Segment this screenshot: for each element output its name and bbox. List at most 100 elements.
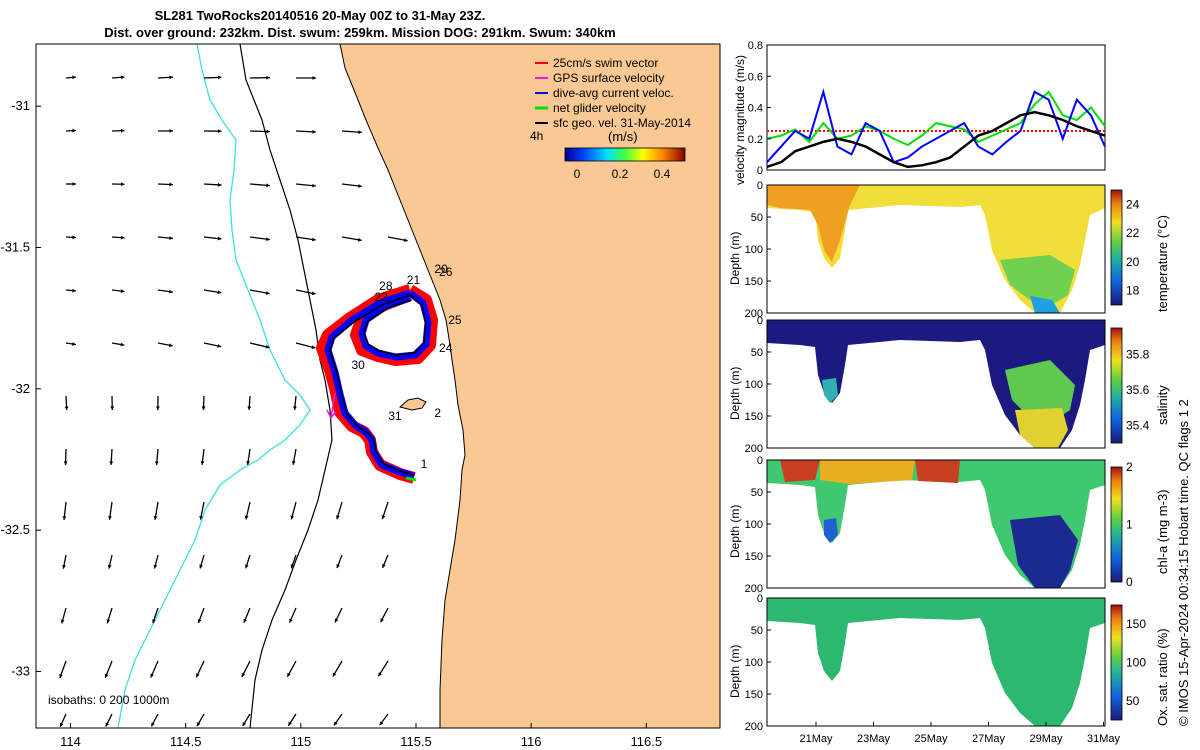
velocity-arrow-head xyxy=(334,618,339,623)
velocity-arrow-head xyxy=(62,516,67,520)
map-legend: 25cm/s swim vector GPS surface velocity … xyxy=(530,56,691,181)
velocity-arrow-head xyxy=(242,721,247,726)
velocity-arrow-head xyxy=(154,461,159,465)
depth-tick-label: 50 xyxy=(751,347,763,359)
legend-label: 25cm/s swim vector xyxy=(553,56,658,70)
velocity-arrow-head xyxy=(265,344,270,349)
section-depth-ylabel: Depth (m) xyxy=(728,644,742,698)
velocity-series-line xyxy=(766,90,1106,147)
velocity-arrow-head xyxy=(150,673,154,678)
colorbar-tick-label: 24 xyxy=(1126,197,1140,211)
velocity-arrow-head xyxy=(105,722,110,727)
temperature-deep-blue xyxy=(1030,296,1060,313)
date-tick-label: 25May xyxy=(914,733,948,745)
velocity-arrow-head xyxy=(358,130,362,135)
map-y-tick-label: -31 xyxy=(11,98,30,113)
velocity-arrow-head xyxy=(72,288,76,293)
velocity-arrow-head xyxy=(152,619,156,624)
colorbar-tick-label: 150 xyxy=(1126,617,1146,631)
map-y-tick-label: -31.5 xyxy=(0,240,30,255)
velocity-arrow-head xyxy=(63,461,68,465)
colorbar-tick-label: 50 xyxy=(1126,694,1140,708)
velocity-y-tick-label: 0.2 xyxy=(748,134,763,146)
oxygen-colorbar-label: Ox. sat. ratio (%) xyxy=(1155,628,1170,726)
velocity-arrow-head xyxy=(169,236,173,240)
velocity-arrow-head xyxy=(59,673,63,678)
day-label: 20 xyxy=(434,262,448,276)
depth-tick-label: 200 xyxy=(745,583,763,595)
rottnest-island xyxy=(398,397,427,411)
velocity-y-ticks: 0 0.2 0.4 0.6 0.8 xyxy=(748,40,771,177)
depth-tick-label: 50 xyxy=(751,212,763,224)
velocity-arrow-head xyxy=(120,235,125,240)
velocity-arrow-head xyxy=(197,722,201,727)
day-label: 22 xyxy=(375,290,389,304)
velocity-arrow-head xyxy=(197,619,202,623)
velocity-arrow-head xyxy=(199,564,203,569)
chlorophyll-section-panel xyxy=(766,459,1123,589)
velocity-arrow-head xyxy=(241,673,246,678)
velocity-arrow-head xyxy=(289,618,293,623)
day-label: 31 xyxy=(388,409,402,423)
temperature-colorbar-label: temperature (°C) xyxy=(1155,215,1170,312)
velocity-arrow-head xyxy=(382,563,386,568)
velocity-arrow-head xyxy=(64,406,69,410)
velocity-arrow-head xyxy=(332,672,337,677)
velocity-arrow-head xyxy=(311,345,316,349)
depth-tick-label: 0 xyxy=(757,315,763,327)
velocity-arrow-head xyxy=(217,290,222,295)
velocity-arrow-head xyxy=(266,75,270,80)
glider-track xyxy=(316,284,438,484)
colorbar-tick-label: 0 xyxy=(1126,575,1133,589)
velocity-arrow-head xyxy=(169,289,173,294)
velocity-arrow-head xyxy=(153,564,158,569)
colorbar-tick-label: 22 xyxy=(1126,226,1140,240)
velocity-arrow-head xyxy=(104,673,109,678)
velocity-arrow-head xyxy=(244,564,249,569)
velocity-arrow-head xyxy=(120,128,125,133)
velocity-arrow-head xyxy=(72,342,76,346)
colorbar-tick: 0.2 xyxy=(612,167,629,181)
velocity-arrow-head xyxy=(217,236,222,241)
right-panel-ticks: 0501001502001820222405010015020035.435.6… xyxy=(745,180,1150,745)
temperature-warm-core xyxy=(767,185,860,262)
surface-velocity-arrows xyxy=(59,75,408,728)
velocity-arrow-head xyxy=(72,75,76,80)
depth-tick-label: 150 xyxy=(745,689,763,701)
track-end-green-marker xyxy=(405,476,417,482)
date-tick-label: 23May xyxy=(857,733,891,745)
day-label: 25 xyxy=(448,313,462,327)
velocity-arrow-head xyxy=(59,722,64,727)
depth-tick-label: 100 xyxy=(745,244,763,256)
date-tick-label: 29May xyxy=(1029,733,1063,745)
colorbar-tick-label: 18 xyxy=(1126,284,1140,298)
temperature-colorbar xyxy=(1110,189,1123,306)
speed-colorbar xyxy=(564,147,686,162)
velocity-arrow-head xyxy=(106,619,111,624)
land-polygon xyxy=(340,44,720,728)
salinity-colorbar-label: salinity xyxy=(1155,385,1170,425)
depth-tick-label: 0 xyxy=(757,180,763,192)
velocity-arrow-head xyxy=(217,129,222,134)
day-label: 21 xyxy=(407,273,421,287)
velocity-arrow-head xyxy=(403,238,408,242)
velocity-arrow-head xyxy=(266,129,270,134)
velocity-arrow-head xyxy=(107,564,112,569)
velocity-arrow-head xyxy=(72,235,76,240)
depth-tick-label: 200 xyxy=(745,443,763,455)
velocity-arrow-head xyxy=(72,182,76,186)
chlorophyll-surface-mid xyxy=(820,460,915,484)
velocity-arrow-head xyxy=(120,182,125,187)
depth-tick-label: 50 xyxy=(751,487,763,499)
colorbar-tick-label: 1 xyxy=(1126,518,1133,532)
velocity-arrow-head xyxy=(199,515,204,520)
section-depth-ylabel: Depth (m) xyxy=(728,504,742,558)
velocity-arrow-head xyxy=(200,461,205,465)
legend-item-net-glider-velocity: net glider velocity xyxy=(535,101,646,115)
velocity-arrow-head xyxy=(60,619,65,624)
map-axis-ticks: 114 114.5 115 115.5 116 116.5 -31 -31.5 -32 -32.5… xyxy=(0,98,662,749)
map-frame xyxy=(35,43,721,729)
depth-tick-label: 200 xyxy=(745,308,763,320)
velocity-arrow-head xyxy=(153,515,158,520)
